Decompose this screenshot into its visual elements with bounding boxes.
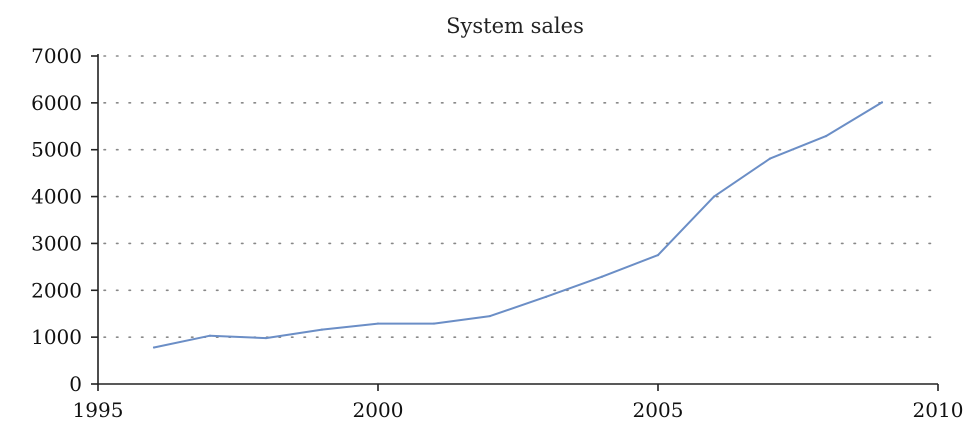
x-tick-label-1: 2000	[353, 398, 404, 422]
chart-title: System sales	[446, 14, 584, 38]
data-point-0-8	[600, 275, 604, 278]
y-tick-label-5: 5000	[31, 138, 82, 162]
y-tick-label-1: 1000	[31, 325, 82, 349]
data-point-0-12	[824, 135, 828, 138]
axes	[97, 54, 938, 385]
data-point-0-10	[712, 195, 716, 198]
data-point-0-5	[432, 322, 436, 325]
data-point-0-7	[544, 295, 548, 298]
y-tick-label-0: 0	[69, 372, 82, 396]
data-point-0-2	[264, 336, 268, 340]
y-tick-label-6: 6000	[31, 91, 82, 115]
data-point-0-3	[320, 328, 324, 331]
y-tick-label-4: 4000	[31, 185, 82, 209]
data-point-0-13	[880, 101, 884, 104]
y-tick-label-7: 7000	[31, 44, 82, 68]
data-point-0-4	[376, 322, 380, 325]
data-point-0-11	[768, 157, 772, 160]
y-tick-label-3: 3000	[31, 231, 82, 255]
data-point-0-6	[488, 314, 492, 318]
data-point-0-0	[152, 346, 156, 349]
y-axis-ticks: 0 1000 2000 3000 4000 5000 6000 7000	[31, 44, 98, 396]
data-series	[152, 101, 884, 349]
series-line-0	[153, 101, 883, 349]
gridlines	[103, 55, 939, 338]
y-tick-label-2: 2000	[31, 278, 82, 302]
x-tick-label-3: 2010	[913, 398, 964, 422]
data-point-0-9	[656, 254, 660, 257]
x-axis-ticks: 1995 2000 2005 2010	[73, 384, 964, 422]
x-tick-label-0: 1995	[73, 398, 124, 422]
data-point-0-1	[208, 334, 212, 337]
x-tick-label-2: 2005	[633, 398, 684, 422]
